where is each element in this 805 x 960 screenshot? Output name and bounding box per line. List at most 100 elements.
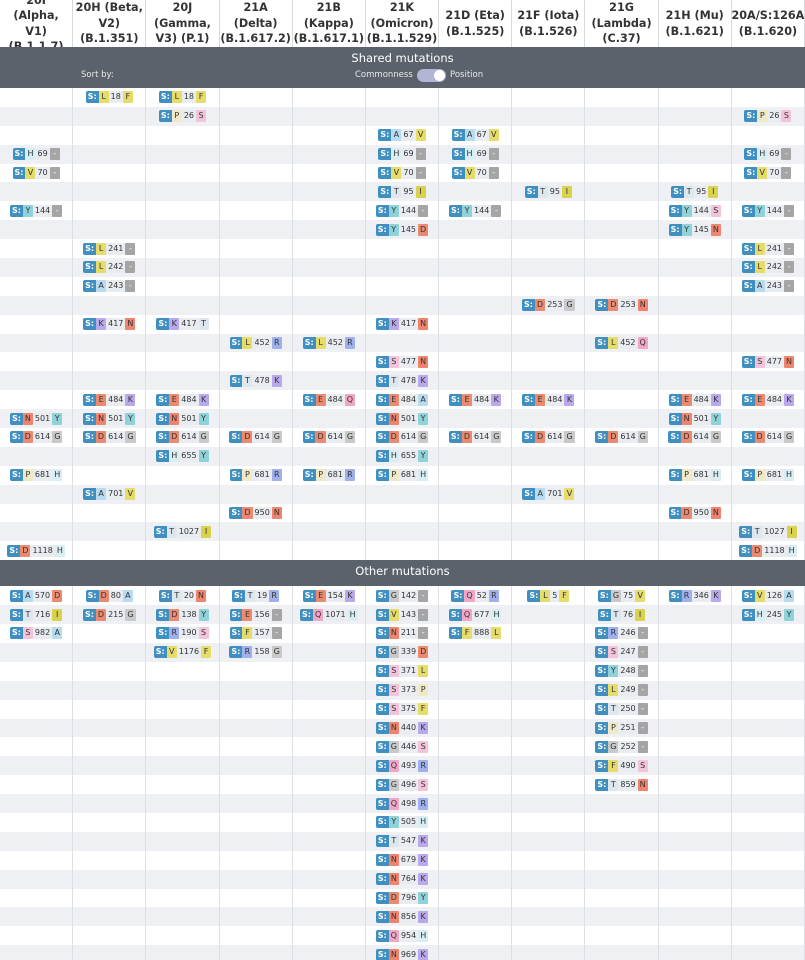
position: 484 [181, 394, 197, 404]
table-row: S: P 681 H S: P 681 R S: P 681 R S: P 681 H S: P 681 H S: P 68… [0, 465, 805, 485]
table-cell: S: D 614 G [146, 428, 220, 447]
table-cell: S: T 95 I [659, 182, 732, 202]
gene-label: S: [302, 431, 316, 444]
sort-option[interactable]: Position [450, 70, 484, 80]
table-cell: S: V 70- [0, 163, 74, 183]
table-cell [732, 831, 805, 851]
alt-residue: - [781, 148, 792, 161]
table-cell [439, 295, 513, 315]
table-row: S: S 373 P S: L 249- [0, 680, 805, 700]
alt-residue: - [784, 242, 795, 255]
mutation-chip: S: D 614 G [302, 431, 356, 444]
table-cell [293, 201, 366, 221]
alt-residue: K [564, 393, 575, 406]
mutation-chip: S: P 681 H [9, 469, 63, 482]
table-cell [659, 88, 732, 107]
position: 655 [400, 451, 417, 461]
position: 75 [623, 590, 634, 600]
gene-label: S: [156, 431, 170, 444]
table-cell [73, 926, 147, 946]
alt-residue: Y [710, 412, 721, 425]
ref-residue: N [681, 412, 692, 425]
position: 215 [108, 609, 124, 619]
gene-label: S: [156, 608, 170, 621]
table-cell [0, 106, 74, 126]
gene-label: S: [375, 778, 389, 791]
table-cell: S: D 614 G [220, 428, 293, 447]
table-cell [146, 756, 220, 776]
table-cell [659, 484, 732, 504]
table-cell [0, 888, 74, 908]
table-cell [0, 276, 74, 296]
table-cell [73, 680, 147, 700]
gene-label: S: [741, 261, 755, 274]
position: 250 [620, 704, 636, 714]
alt-residue: Y [418, 891, 429, 904]
ref-residue: S [388, 665, 399, 678]
table-cell [732, 680, 805, 700]
table-cell [732, 926, 805, 946]
table-cell [512, 794, 586, 813]
gene-label: S: [451, 167, 465, 179]
gene-label: S: [375, 223, 389, 236]
ref-residue: K [388, 318, 399, 331]
mutation-chip: S: L 5 F [527, 589, 570, 602]
ref-residue: H [25, 148, 36, 161]
gene-label: S: [375, 374, 389, 387]
alt-residue: G [271, 431, 282, 444]
ref-residue: V [388, 608, 399, 621]
alt-residue: K [418, 721, 429, 734]
table-cell: S: S 477 N [366, 352, 440, 372]
position: 614 [181, 432, 197, 442]
table-cell: S: D 614 G [585, 428, 659, 447]
table-cell [73, 220, 147, 240]
table-cell: S: G 339 D [366, 642, 440, 662]
table-cell [659, 680, 732, 700]
alt-residue: R [488, 589, 499, 602]
table-cell [220, 125, 293, 145]
table-cell [439, 926, 513, 946]
table-cell [220, 106, 293, 126]
table-cell [585, 945, 659, 960]
table-cell [585, 144, 659, 164]
table-cell [732, 642, 805, 662]
ref-residue: P [315, 469, 326, 482]
gene-label: S: [597, 589, 611, 602]
mutation-chip: S: D 1118 H [739, 544, 797, 557]
position: 484 [400, 394, 417, 404]
alt-residue: K [418, 910, 429, 923]
gene-label: S: [7, 544, 21, 557]
table-cell [0, 371, 74, 391]
alt-residue: S [781, 110, 792, 123]
table-cell [585, 258, 659, 277]
table-cell [0, 220, 74, 240]
table-cell [73, 756, 147, 776]
position: 18 [183, 92, 195, 102]
ref-residue: N [388, 412, 399, 425]
ref-residue: D [20, 544, 31, 557]
table-cell [73, 522, 147, 542]
sort-option[interactable]: Commonness [355, 70, 413, 80]
position: 190 [181, 628, 197, 638]
gene-label: S: [595, 740, 609, 753]
position: 243 [108, 281, 124, 291]
mutation-chip: S: E 484 A [375, 393, 429, 406]
table-cell: S: N 501 Y [146, 409, 220, 429]
table-cell: S: S 375 F [366, 699, 440, 719]
position: 614 [693, 432, 709, 442]
position: 375 [400, 704, 417, 714]
position: 681 [766, 470, 783, 480]
gene-label: S: [595, 337, 609, 350]
table-cell: S: L 18 F [146, 88, 220, 107]
position: 144 [693, 205, 709, 215]
alt-residue: G [491, 431, 502, 444]
table-cell [73, 775, 147, 795]
table-cell [146, 680, 220, 700]
position: 493 [400, 760, 417, 770]
table-cell: S: L 242- [732, 258, 805, 277]
gene-label: S: [524, 185, 538, 198]
mutation-chip: S: H 655 Y [156, 450, 209, 463]
sort-toggle[interactable] [417, 69, 446, 82]
gene-label: S: [375, 740, 389, 753]
table-cell [732, 775, 805, 795]
